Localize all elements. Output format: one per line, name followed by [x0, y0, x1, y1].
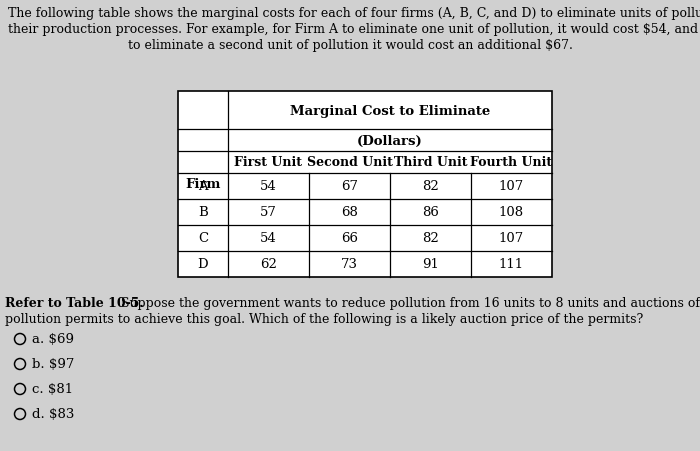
- Text: 82: 82: [422, 180, 439, 193]
- Text: 62: 62: [260, 258, 277, 271]
- Text: 57: 57: [260, 206, 277, 219]
- Text: their production processes. For example, for Firm A to eliminate one unit of pol: their production processes. For example,…: [8, 23, 700, 36]
- Text: 91: 91: [422, 258, 439, 271]
- Text: D: D: [197, 258, 209, 271]
- Text: Refer to Table 10-5.: Refer to Table 10-5.: [5, 296, 144, 309]
- Text: The following table shows the marginal costs for each of four firms (A, B, C, an: The following table shows the marginal c…: [8, 7, 700, 20]
- Text: 111: 111: [499, 258, 524, 271]
- Text: 108: 108: [499, 206, 524, 219]
- Text: 54: 54: [260, 180, 277, 193]
- Text: C: C: [198, 232, 208, 245]
- Text: 107: 107: [499, 232, 524, 245]
- Text: b. $97: b. $97: [32, 358, 74, 371]
- Text: Marginal Cost to Eliminate: Marginal Cost to Eliminate: [290, 104, 490, 117]
- Text: 107: 107: [499, 180, 524, 193]
- Text: Second Unit: Second Unit: [307, 156, 393, 169]
- Text: 67: 67: [341, 180, 358, 193]
- Text: First Unit: First Unit: [234, 156, 302, 169]
- Text: 73: 73: [341, 258, 358, 271]
- Text: 86: 86: [422, 206, 439, 219]
- Text: 66: 66: [341, 232, 358, 245]
- Text: (Dollars): (Dollars): [357, 134, 423, 147]
- Text: 68: 68: [341, 206, 358, 219]
- Text: Third Unit: Third Unit: [393, 156, 468, 169]
- Text: a. $69: a. $69: [32, 333, 74, 346]
- Text: Firm: Firm: [186, 178, 220, 191]
- Text: c. $81: c. $81: [32, 382, 73, 396]
- Text: Fourth Unit: Fourth Unit: [470, 156, 552, 169]
- Text: pollution permits to achieve this goal. Which of the following is a likely aucti: pollution permits to achieve this goal. …: [5, 312, 643, 325]
- Bar: [178, 92, 552, 277]
- Text: A: A: [198, 180, 208, 193]
- Text: B: B: [198, 206, 208, 219]
- Text: to eliminate a second unit of pollution it would cost an additional $67.: to eliminate a second unit of pollution …: [127, 39, 573, 52]
- Text: Suppose the government wants to reduce pollution from 16 units to 8 units and au: Suppose the government wants to reduce p…: [117, 296, 700, 309]
- Text: 54: 54: [260, 232, 277, 245]
- Text: d. $83: d. $83: [32, 408, 74, 421]
- Text: 82: 82: [422, 232, 439, 245]
